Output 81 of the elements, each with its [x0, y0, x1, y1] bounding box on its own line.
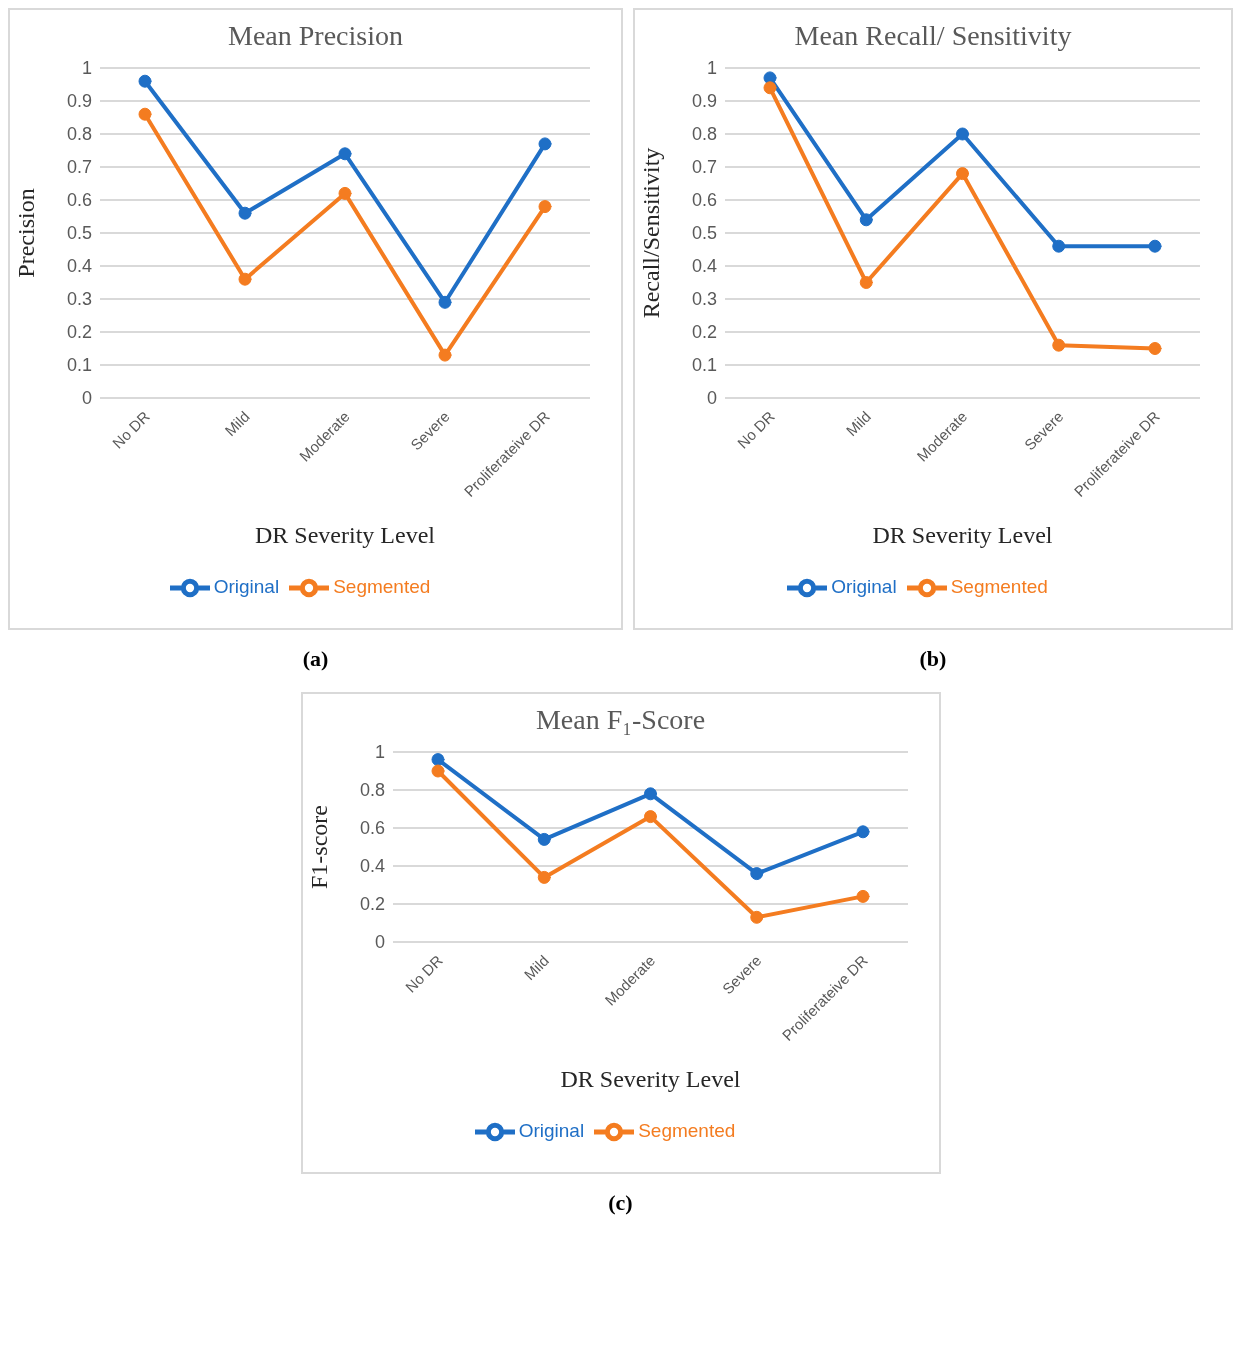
y-tick-label: 0.4 [691, 256, 717, 277]
y-tick-label: 0.5 [691, 223, 717, 244]
point [643, 810, 657, 824]
y-tick-label: 0 [706, 388, 717, 409]
point [1052, 239, 1066, 253]
y-tick-label: 0.9 [691, 91, 717, 112]
x-tick-label: No DR [733, 407, 778, 452]
y-tick-label: 0.8 [66, 124, 92, 145]
point [956, 127, 969, 141]
y-tick-label: 0.2 [691, 322, 717, 343]
y-axis-title: Precision [12, 188, 39, 278]
point [238, 206, 252, 220]
point [431, 764, 444, 778]
y-tick-label: 0 [374, 932, 385, 953]
point [438, 295, 452, 309]
y-tick-label: 0.7 [66, 157, 92, 178]
y-tick-label: 0.7 [691, 157, 717, 178]
point [538, 137, 552, 151]
y-tick-label: 0.6 [66, 190, 92, 211]
y-axis-title: Recall/Sensitivity [637, 147, 664, 319]
point [537, 832, 551, 846]
point [859, 213, 873, 227]
point [338, 186, 352, 200]
point [1148, 239, 1162, 253]
y-tick-label: 1 [374, 742, 385, 763]
legend-label: Segmented [638, 1120, 736, 1142]
point [1052, 338, 1066, 352]
x-tick-label: Mild [842, 407, 875, 440]
legend-label: Original [518, 1120, 585, 1142]
y-tick-label: 0.9 [66, 91, 92, 112]
point [138, 107, 152, 121]
point [138, 74, 152, 88]
point [749, 910, 763, 924]
point [763, 81, 777, 95]
y-tick-label: 0.2 [359, 894, 385, 915]
y-axis-title: F1-score [305, 805, 332, 889]
point [338, 147, 352, 161]
point [643, 787, 657, 801]
y-tick-label: 0.6 [359, 818, 385, 839]
chart-title: Mean F₁-Score [534, 704, 707, 736]
x-tick-label: Mild [221, 407, 253, 440]
y-tick-label: 0.3 [66, 289, 92, 310]
y-tick-label: 0.2 [66, 322, 92, 343]
x-tick-label: Mild [520, 951, 552, 984]
point [856, 889, 869, 903]
text: (c) [608, 1190, 633, 1216]
x-tick-label: No DR [108, 407, 153, 452]
y-tick-label: 0.8 [691, 124, 717, 145]
point [859, 276, 873, 289]
y-tick-label: 0.3 [691, 289, 717, 310]
y-tick-label: 0.4 [66, 256, 92, 277]
point [238, 272, 252, 286]
x-axis-title: DR Severity Level [560, 1066, 741, 1092]
point [956, 167, 969, 181]
point [856, 825, 869, 839]
point [1148, 342, 1162, 355]
y-tick-label: 1 [81, 58, 92, 79]
y-tick-label: 0.8 [359, 780, 385, 801]
point [538, 200, 552, 214]
y-tick-label: 0.5 [66, 223, 92, 244]
y-tick-label: 0.1 [66, 355, 92, 376]
x-tick-label: No DR [401, 951, 446, 996]
x-axis-title: DR Severity Level [255, 522, 436, 548]
point [537, 870, 551, 884]
chart-title: Mean Recall/ Sensitivity [793, 20, 1073, 52]
y-tick-label: 0.6 [691, 190, 717, 211]
y-tick-label: 1 [706, 58, 717, 79]
legend-label: Segmented [950, 576, 1048, 598]
point [438, 348, 452, 362]
text: (b) [919, 646, 947, 672]
y-tick-label: 0.1 [691, 355, 717, 376]
point [431, 753, 444, 767]
point [749, 867, 763, 881]
y-tick-label: 0 [81, 388, 92, 409]
y-tick-label: 0.4 [359, 856, 385, 877]
legend-label: Original [213, 576, 280, 598]
legend-label: Segmented [333, 576, 431, 598]
chart-title: Mean Precision [227, 20, 404, 52]
x-axis-title: DR Severity Level [872, 522, 1053, 548]
legend-label: Original [831, 576, 897, 598]
text: (a) [302, 646, 329, 672]
